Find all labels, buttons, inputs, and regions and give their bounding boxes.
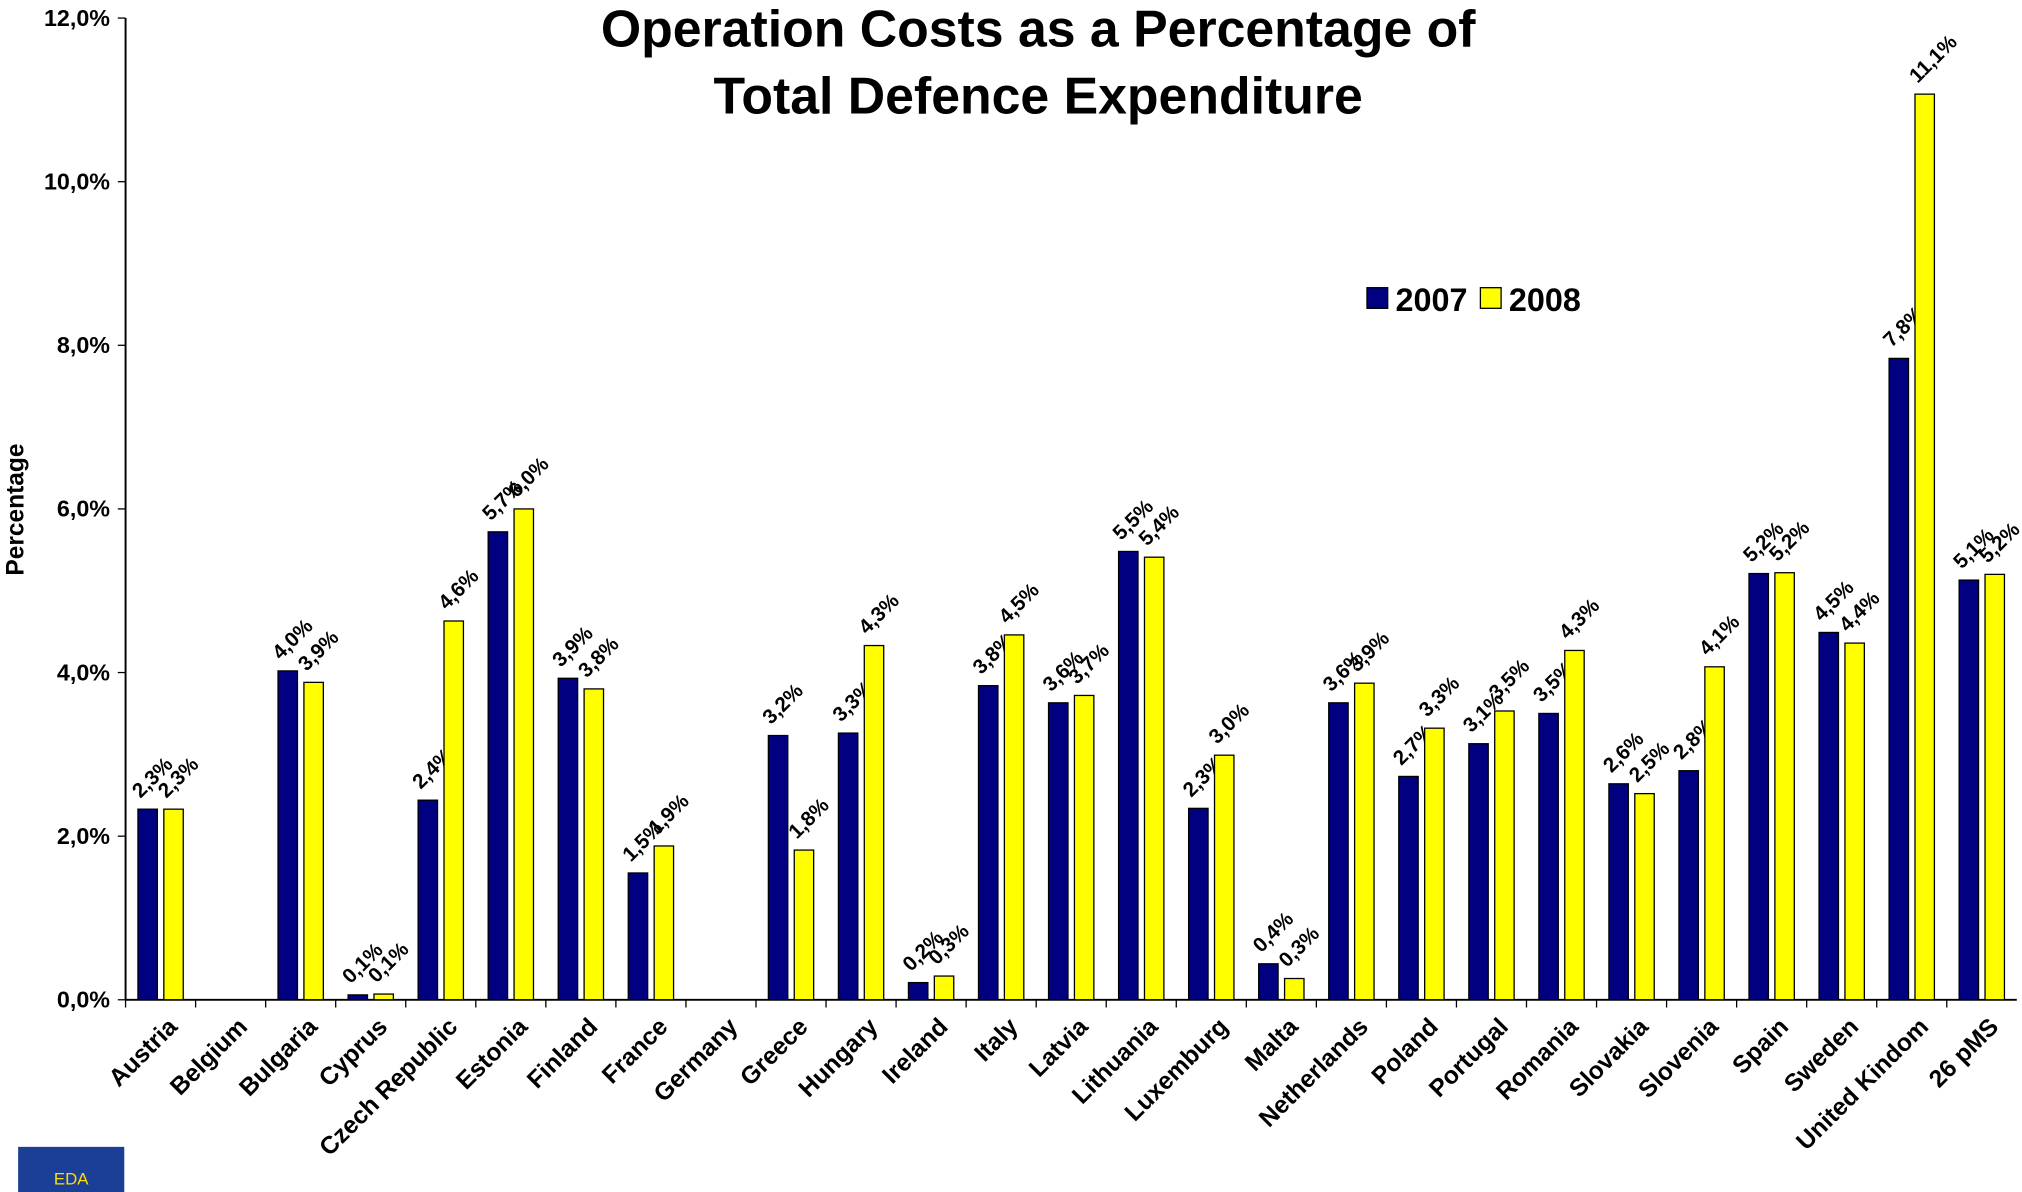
- bar: [1678, 770, 1700, 1001]
- value-label: 3,2%: [758, 679, 808, 728]
- value-label: 3,9%: [1344, 627, 1394, 676]
- value-label: 3,3%: [1415, 672, 1465, 721]
- bar: [1538, 712, 1559, 1001]
- bar: [1424, 727, 1445, 1001]
- chart-title: Operation Costs as a Percentage of: [601, 0, 1477, 57]
- bar: [1468, 743, 1489, 1001]
- y-tick-label: 12,0%: [44, 5, 110, 31]
- bar: [1047, 702, 1069, 1001]
- value-label: 3,5%: [1485, 655, 1535, 704]
- bar: [837, 732, 859, 1001]
- value-label: 4,3%: [854, 589, 904, 638]
- bar: [1844, 642, 1866, 1001]
- bar: [1564, 649, 1585, 1001]
- x-tick-label: 26 pMS: [1924, 1013, 2004, 1093]
- bar: [303, 681, 324, 1001]
- value-label: 3,0%: [1204, 699, 1254, 748]
- legend-label: 2007: [1395, 282, 1467, 318]
- value-label: 4,3%: [1555, 594, 1605, 643]
- value-label: 4,6%: [434, 565, 484, 614]
- bar: [1073, 694, 1095, 1001]
- bar: [1818, 631, 1840, 1001]
- value-label: 11,1%: [1905, 31, 1962, 88]
- bar: [863, 644, 885, 1001]
- value-label: 1,8%: [784, 794, 834, 843]
- bar: [1398, 775, 1419, 1001]
- x-tick-label: Italy: [970, 1013, 1024, 1067]
- bar: [1143, 556, 1165, 1001]
- x-tick-label: Finland: [522, 1013, 603, 1094]
- legend-swatch: [1479, 287, 1502, 309]
- y-tick-label: 4,0%: [57, 659, 110, 685]
- bar: [277, 670, 299, 1001]
- logo: [18, 1146, 125, 1192]
- x-tick-label: United Kindom: [1791, 1013, 1934, 1155]
- bar: [137, 808, 159, 1001]
- x-tick-label: Malta: [1240, 1013, 1304, 1077]
- bar: [163, 808, 184, 1001]
- bar: [1914, 93, 1936, 1001]
- bar: [1958, 579, 1980, 1001]
- bar: [1353, 682, 1375, 1001]
- bar: [513, 508, 535, 1001]
- bar: [487, 531, 509, 1001]
- x-tick-label: Estonia: [451, 1013, 533, 1095]
- value-label: 1,9%: [644, 790, 694, 839]
- value-label: 4,1%: [1695, 611, 1745, 660]
- bar: [1258, 963, 1279, 1001]
- x-tick-label: Latvia: [1024, 1013, 1094, 1082]
- bar: [583, 688, 605, 1001]
- logo-text: EDA: [54, 1169, 89, 1188]
- value-label: 4,5%: [994, 579, 1044, 628]
- bar: [653, 845, 675, 1001]
- bar: [1187, 807, 1209, 1001]
- y-tick-label: 2,0%: [57, 823, 110, 849]
- x-tick-label: Ireland: [877, 1013, 953, 1089]
- bar: [557, 677, 579, 1001]
- bar: [1608, 783, 1629, 1001]
- bar: [417, 799, 439, 1001]
- bar: [1888, 357, 1910, 1001]
- y-axis-label: Percentage: [2, 444, 29, 576]
- bar: [1003, 634, 1025, 1001]
- bar: [793, 849, 815, 1001]
- bar: [933, 975, 955, 1001]
- chart-title: Total Defence Expenditure: [714, 67, 1363, 125]
- bar: [1213, 754, 1235, 1001]
- y-tick-label: 10,0%: [44, 168, 110, 194]
- x-tick-label: Bulgaria: [234, 1013, 323, 1102]
- value-label: 6,0%: [504, 453, 554, 502]
- bar: [443, 620, 465, 1001]
- bar: [1283, 977, 1305, 1001]
- bar: [1984, 573, 2006, 1001]
- bar: [1774, 572, 1795, 1001]
- bar: [1328, 702, 1349, 1001]
- bar: [977, 684, 999, 1001]
- bar: [1634, 792, 1655, 1001]
- bar: [627, 872, 649, 1001]
- bar: [767, 734, 789, 1001]
- bar: [373, 993, 395, 1001]
- legend-swatch: [1366, 287, 1389, 309]
- bar: [907, 981, 929, 1001]
- bar: [347, 994, 369, 1001]
- bar: [1748, 572, 1770, 1001]
- bar: [1117, 550, 1139, 1001]
- y-tick-label: 6,0%: [57, 496, 110, 522]
- x-tick-label: Spain: [1728, 1013, 1794, 1079]
- bar: [1704, 666, 1725, 1001]
- legend-label: 2008: [1509, 282, 1581, 318]
- bar: [1494, 710, 1515, 1001]
- y-tick-label: 8,0%: [57, 332, 110, 358]
- y-tick-label: 0,0%: [57, 987, 110, 1013]
